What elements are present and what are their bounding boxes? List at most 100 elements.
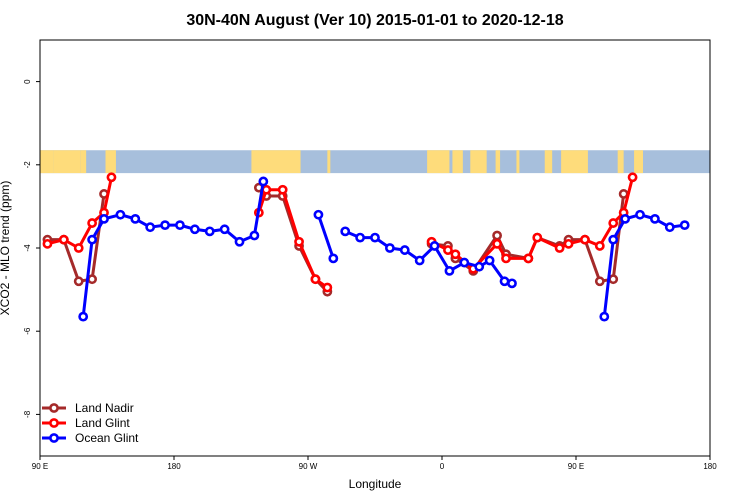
ocean-glint-point xyxy=(130,213,141,224)
ocean-glint-point xyxy=(204,226,215,237)
map-land xyxy=(40,150,54,174)
ocean-glint-point xyxy=(160,220,170,231)
map-land xyxy=(516,150,520,174)
land-nadir-point xyxy=(618,189,629,199)
map-land xyxy=(427,150,450,174)
legend-ocean-glint-marker xyxy=(49,433,59,443)
ocean-glint-point xyxy=(189,224,200,235)
ocean-glint-point xyxy=(484,255,495,266)
land-glint-point xyxy=(501,253,511,264)
ocean-glint-point xyxy=(499,276,510,287)
y-tick-label: -6 xyxy=(23,327,32,335)
land-glint-point xyxy=(523,253,534,264)
y-axis: 0 -2 -4 -6 -8 xyxy=(23,79,40,418)
ocean-glint-point xyxy=(219,224,230,235)
ocean-glint-point xyxy=(328,253,339,264)
ocean-glint-point xyxy=(679,220,690,231)
ocean-glint-point xyxy=(234,236,245,247)
x-axis: 90 E 180 90 W 0 90 E 180 xyxy=(32,456,717,471)
ocean-glint-point xyxy=(608,234,619,245)
ocean-glint-point xyxy=(340,226,351,237)
ocean-glint-point xyxy=(444,265,455,276)
land-glint-point xyxy=(322,282,333,293)
ocean-glint-point xyxy=(99,213,109,224)
ocean-glint-point xyxy=(313,209,324,220)
land-glint-point xyxy=(450,249,461,260)
ocean-glint-point xyxy=(145,222,156,233)
land-nadir-point xyxy=(73,276,84,287)
land-glint-point xyxy=(554,243,565,253)
land-glint-point xyxy=(42,238,53,249)
land-glint-point xyxy=(492,238,502,249)
x-tick-label: 90 E xyxy=(568,462,584,471)
ocean-glint-point xyxy=(414,255,425,266)
ocean-glint-line xyxy=(317,214,335,259)
land-glint-point xyxy=(594,241,605,251)
plot-frame xyxy=(39,39,711,457)
map-land xyxy=(544,150,553,174)
y-tick-label: -2 xyxy=(23,161,32,169)
land-glint-point xyxy=(277,184,288,195)
ocean-glint-point xyxy=(429,241,440,251)
x-tick-label: 0 xyxy=(440,462,445,471)
land-nadir-point xyxy=(87,274,98,285)
map-land xyxy=(105,150,116,174)
land-glint-point xyxy=(608,218,619,228)
map-land xyxy=(452,150,463,174)
land-nadir-point xyxy=(608,274,619,285)
land-glint-point xyxy=(294,236,304,247)
ocean-glint-point xyxy=(87,234,98,245)
x-tick-label: 180 xyxy=(703,462,717,471)
land-glint-point xyxy=(87,218,98,228)
y-axis-label: XCO2 - MLO trend (ppm) xyxy=(0,181,12,316)
land-nadir-line xyxy=(431,193,626,283)
x-tick-label: 90 E xyxy=(32,462,48,471)
legend-land-nadir-label: Land Nadir xyxy=(75,401,134,415)
land-nadir-point xyxy=(492,230,502,241)
y-tick-label: -4 xyxy=(23,244,32,252)
land-glint-point xyxy=(106,172,117,183)
ocean-glint-point xyxy=(599,311,610,322)
map-land xyxy=(470,150,487,174)
land-glint-point xyxy=(563,238,574,249)
y-tick-label: -8 xyxy=(23,410,32,418)
map-strip xyxy=(40,150,710,174)
map-land xyxy=(634,150,643,174)
ocean-glint-point xyxy=(384,243,395,253)
map-land xyxy=(495,150,501,174)
land-glint-point xyxy=(310,274,321,285)
legend-land-nadir-marker xyxy=(49,403,59,413)
map-land xyxy=(617,150,624,174)
ocean-glint-line xyxy=(81,181,265,317)
land-glint-point xyxy=(73,243,84,253)
land-nadir-point xyxy=(594,276,605,287)
map-ocean xyxy=(40,150,710,174)
ocean-glint-point xyxy=(399,245,410,255)
x-axis-label: Longitude xyxy=(349,477,402,491)
legend-land-glint-label: Land Glint xyxy=(75,416,130,430)
ocean-glint-point xyxy=(78,311,89,322)
ocean-glint-point xyxy=(175,220,185,231)
land-glint-point xyxy=(627,172,638,183)
map-land xyxy=(561,150,588,174)
ocean-glint-point xyxy=(258,176,269,187)
land-glint-line xyxy=(430,176,635,271)
ocean-glint-point xyxy=(664,222,675,233)
map-land xyxy=(251,150,301,174)
land-glint-point xyxy=(58,234,69,245)
series-layer xyxy=(42,172,690,322)
ocean-glint-point xyxy=(635,209,645,220)
legend-ocean-glint-label: Ocean Glint xyxy=(75,431,139,445)
ocean-glint-point xyxy=(459,257,470,268)
ocean-glint-point xyxy=(620,213,631,224)
land-glint-point xyxy=(443,245,453,255)
ocean-glint-point xyxy=(249,230,260,241)
ocean-glint-point xyxy=(355,232,366,243)
ocean-glint-point xyxy=(115,209,126,220)
y-tick-label: 0 xyxy=(23,79,32,84)
land-glint-point xyxy=(532,232,543,243)
land-glint-point xyxy=(580,234,590,245)
ocean-glint-point xyxy=(650,213,660,224)
